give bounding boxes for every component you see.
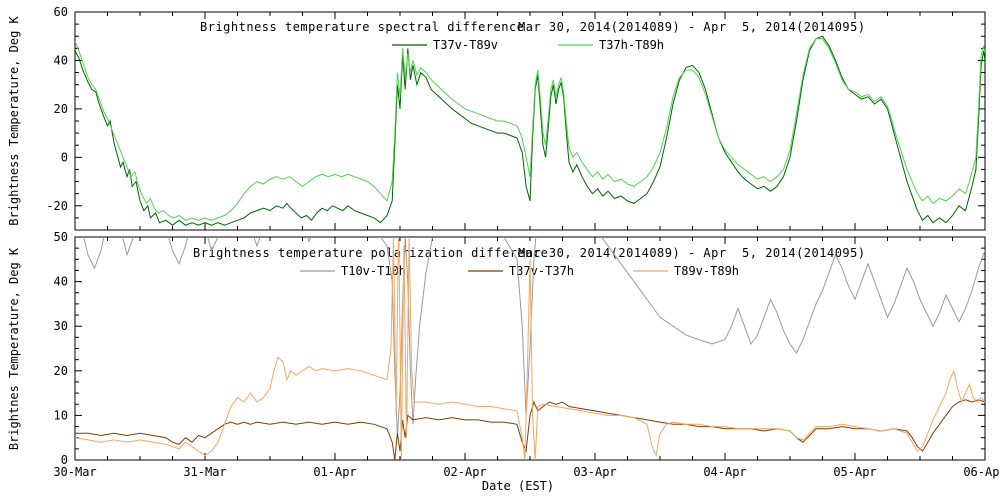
y-tick-label: 30 [54, 319, 68, 333]
x-tick-label: 04-Apr [703, 465, 746, 479]
chart-panel-1: 0 10 20 30 40 50 30-Mar 31-Mar 01-Apr 02-Apr 03-Ap… [53, 230, 1000, 479]
legend-label-t10v-t10h: T10v-T10h [341, 264, 406, 278]
top-chart-title: Brightness temperature spectral differen… [200, 20, 524, 34]
bottom-y-axis-title: Brightnes Temperature, Deg K [7, 247, 21, 450]
bottom-chart-date-range: Mar 30, 2014(2014089) - Apr 5, 2014(2014… [518, 246, 866, 260]
legend-label-t37h-t89h: T37h-T89h [599, 38, 664, 52]
legend-label-t37v-t89v: T37v-T89v [433, 38, 498, 52]
series-line-t37v-t89v [75, 35, 985, 226]
bottom-chart-title: Brightness temperature polarization diff… [193, 246, 548, 260]
y-tick-label: 40 [54, 275, 68, 289]
x-tick-label: 05-Apr [833, 465, 876, 479]
legend-label-t89v-t89h: T89v-T89h [674, 264, 739, 278]
y-tick-label: 50 [54, 230, 68, 244]
x-axis-title: Date (EST) [482, 479, 554, 493]
y-tick-label: 10 [54, 408, 68, 422]
plot-frame [74, 11, 986, 231]
x-tick-label: 31-Mar [183, 465, 226, 479]
y-tick-label: -20 [46, 199, 68, 213]
series-line-t37h-t89h [75, 38, 985, 221]
x-tick-label: 02-Apr [443, 465, 486, 479]
top-y-axis-title: Brightness Temperature, Deg K [7, 15, 21, 225]
legend-label-t37v-t37h: T37v-T37h [509, 264, 574, 278]
x-tick-label: 30-Mar [53, 465, 96, 479]
plot-frame [74, 236, 986, 461]
series-line-t10v-t10h [83, 237, 985, 438]
x-tick-label: 01-Apr [313, 465, 356, 479]
y-tick-label: 40 [54, 53, 68, 67]
x-tick-label: 06-Apr [963, 465, 1000, 479]
series-line-t89v-t89h [75, 237, 985, 460]
x-tick-label: 03-Apr [573, 465, 616, 479]
series-line-t37v-t37h [75, 399, 985, 460]
y-tick-label: 0 [61, 150, 68, 164]
top-chart-date-range: Mar 30, 2014(2014089) - Apr 5, 2014(2014… [518, 20, 866, 34]
y-tick-label: 0 [61, 453, 68, 467]
y-tick-label: 20 [54, 364, 68, 378]
y-tick-label: 20 [54, 102, 68, 116]
chart-panel-0: -20 0 20 40 60 [46, 5, 986, 231]
y-tick-label: 60 [54, 5, 68, 19]
